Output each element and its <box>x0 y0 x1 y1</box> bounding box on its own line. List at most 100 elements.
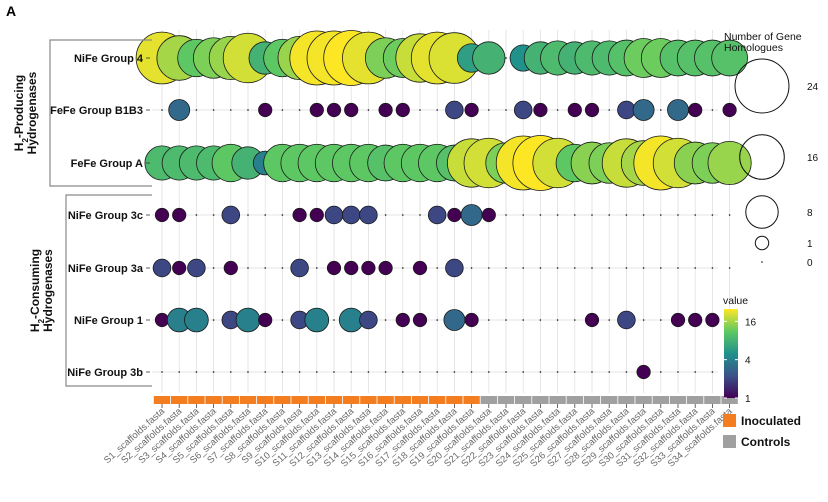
bubble-zero <box>625 267 628 269</box>
bubble-zero <box>522 267 524 269</box>
size-legend-circle <box>754 235 770 251</box>
bubble <box>154 207 170 223</box>
bubble-zero <box>556 371 559 373</box>
size-legend-circle <box>761 261 763 263</box>
bubble-zero <box>350 371 353 373</box>
bubble <box>464 312 479 328</box>
bubble <box>344 102 359 118</box>
condition-cell <box>394 396 411 404</box>
condition-cell <box>515 396 532 404</box>
bubble <box>258 312 273 328</box>
group-bracket <box>65 194 152 387</box>
size-legend-circle <box>739 134 785 180</box>
y-axis-label: NiFe Group 3b <box>67 367 143 379</box>
group-label-line2: Hydrogenases <box>25 71 39 154</box>
color-legend-label: 4 <box>745 356 751 367</box>
bubble-zero <box>436 371 439 373</box>
bubble-zero <box>298 109 301 111</box>
bubble <box>481 207 496 223</box>
condition-cell <box>205 396 222 404</box>
condition-legend-swatch <box>723 435 736 448</box>
bubble <box>427 205 447 225</box>
y-axis-label: NiFe Group 4 <box>74 53 144 65</box>
bubble <box>667 99 689 121</box>
bubble-zero <box>505 319 507 321</box>
bubble-zero <box>522 371 524 373</box>
bubble-zero <box>281 371 284 373</box>
bubble-zero <box>247 109 249 111</box>
bubble-zero <box>711 371 714 373</box>
bubble-zero <box>608 109 610 111</box>
bubble <box>326 260 342 276</box>
bubble-zero <box>591 371 593 373</box>
y-axis-labels: NiFe Group 4 FeFe Group B1B3 FeFe Group A N… <box>50 53 150 379</box>
condition-legend: Inoculated Controls <box>723 414 801 449</box>
bubble <box>341 205 361 225</box>
bubble-zero <box>247 371 249 373</box>
size-legend-label: 0 <box>807 258 813 269</box>
bubble <box>152 258 172 278</box>
bubble-zero <box>728 214 731 216</box>
bubble-zero <box>660 319 662 321</box>
condition-cell <box>429 396 446 404</box>
group-label-line2: Hydrogenases <box>41 249 55 332</box>
y-axis-label: FeFe Group B1B3 <box>50 105 143 117</box>
bubble-zero <box>230 371 232 373</box>
condition-cell <box>687 396 704 404</box>
bubble <box>443 309 466 331</box>
color-legend: value 16 4 1 <box>723 295 757 405</box>
bubble <box>172 260 187 276</box>
color-legend-bar <box>724 309 738 398</box>
bubbles <box>135 30 752 380</box>
bubble <box>617 310 636 330</box>
bubble <box>412 312 428 328</box>
bubble-zero <box>694 371 696 373</box>
bubble-zero <box>488 109 490 111</box>
bubble-zero <box>574 267 576 269</box>
bubble <box>326 102 342 118</box>
bubble-zero <box>522 214 524 216</box>
color-legend-label: 16 <box>745 317 757 328</box>
y-axis-label: NiFe Group 1 <box>74 315 143 327</box>
bubble-zero <box>574 319 576 321</box>
bubble <box>324 205 344 225</box>
bubble <box>722 102 737 118</box>
bubble <box>309 207 324 223</box>
bubble-zero <box>574 371 576 373</box>
bubble-zero <box>384 319 387 321</box>
bubble-zero <box>453 371 456 373</box>
bubble <box>632 99 655 121</box>
bubble-zero <box>212 109 215 111</box>
y-axis-label: NiFe Group 3a <box>68 263 144 275</box>
bubble-zero <box>436 109 439 111</box>
group-bracket <box>49 39 152 187</box>
bubble-zero <box>660 267 662 269</box>
bubble-zero <box>161 109 163 111</box>
bubble-zero <box>419 214 421 216</box>
bubble <box>584 312 600 328</box>
bubble-zero <box>419 109 421 111</box>
condition-cell <box>497 396 515 404</box>
size-legend-label: 24 <box>807 82 819 93</box>
bubble-zero <box>505 214 507 216</box>
bubble-zero <box>539 371 542 373</box>
bubble-zero <box>556 109 559 111</box>
bubble-zero <box>247 214 249 216</box>
bubble-zero <box>608 371 610 373</box>
bubble <box>184 307 209 333</box>
bubble-zero <box>728 267 731 269</box>
bubble-zero <box>384 371 387 373</box>
bubble-zero <box>247 267 249 269</box>
bubble-zero <box>711 214 714 216</box>
condition-cell <box>343 396 360 404</box>
bubble-zero <box>591 267 593 269</box>
size-legend-title-line2: Homologues <box>724 42 783 54</box>
condition-cell <box>274 396 291 404</box>
bubble <box>445 258 464 278</box>
condition-cell <box>669 396 687 404</box>
bubble-zero <box>539 319 542 321</box>
bubble <box>533 102 548 118</box>
condition-cell <box>446 396 463 404</box>
